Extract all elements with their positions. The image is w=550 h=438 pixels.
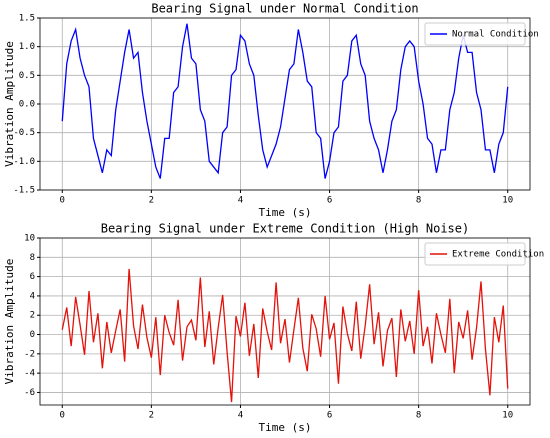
x-axis-label: Time (s) [259,206,312,219]
x-tick-label: 2 [149,411,154,421]
x-tick-label: 0 [60,196,65,206]
x-tick-label: 8 [416,196,421,206]
x-tick-label: 8 [416,411,421,421]
y-tick-label: 2 [30,311,35,321]
y-tick-label: 0 [30,330,35,340]
y-tick-label: -1.5 [13,186,35,196]
chart-title: Bearing Signal under Extreme Condition (… [101,222,469,236]
y-axis-label: Vibration Amplitude [3,41,16,167]
x-tick-label: 4 [238,196,243,206]
x-tick-label: 0 [60,411,65,421]
y-tick-label: 8 [30,253,35,263]
y-axis-label: Vibration Amplitude [3,259,16,385]
legend-box [424,22,526,46]
y-tick-label: 1.0 [19,42,35,52]
x-tick-label: 10 [502,196,513,206]
y-tick-label: 0.5 [19,71,35,81]
y-tick-label: 4 [30,291,35,301]
y-tick-label: 1.5 [19,14,35,24]
y-tick-label: -4 [24,369,35,379]
series-line [61,268,509,403]
legend-box [424,242,526,266]
y-tick-label: -1.0 [13,157,35,167]
y-tick-label: 0.0 [19,100,35,110]
y-tick-label: -0.5 [13,128,35,138]
x-tick-label: 10 [502,411,513,421]
x-tick-label: 6 [327,196,332,206]
x-tick-label: 4 [238,411,243,421]
y-tick-label: -2 [24,349,35,359]
legend-label: Extreme Condition [452,250,544,260]
axes-frame [39,17,531,191]
y-tick-label: 10 [24,234,35,244]
x-axis-label: Time (s) [259,421,312,434]
x-tick-label: 6 [327,411,332,421]
series-line [61,23,509,179]
chart-title: Bearing Signal under Normal Condition [151,2,418,16]
legend-label: Normal Condition [452,30,539,40]
axes-frame [39,237,531,406]
y-tick-label: -6 [24,388,35,398]
x-tick-label: 2 [149,196,154,206]
y-tick-label: 6 [30,272,35,282]
